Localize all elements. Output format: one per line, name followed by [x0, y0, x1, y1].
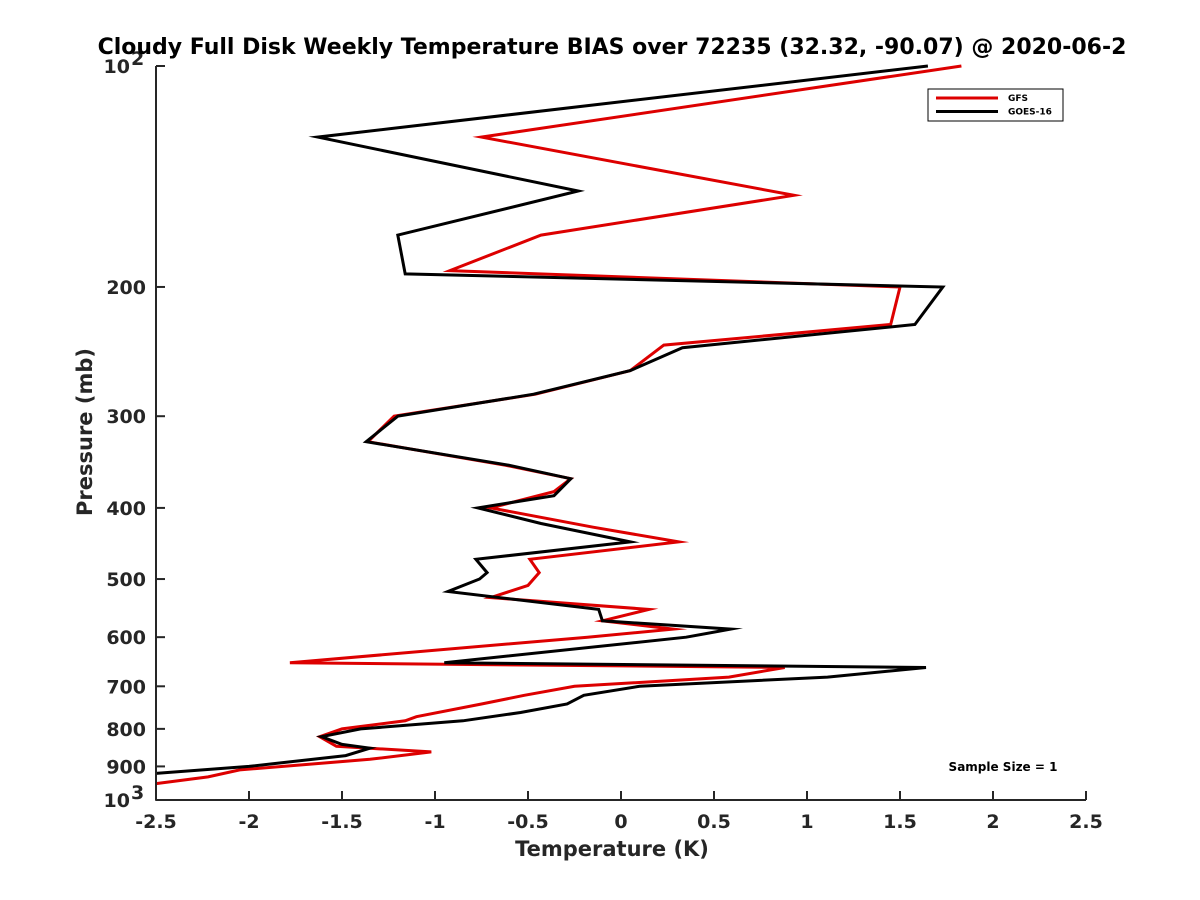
y-tick-label: 700 [106, 676, 146, 698]
sample-size-annotation: Sample Size = 1 [949, 760, 1058, 774]
legend-box [927, 88, 1064, 122]
x-axis-label: Temperature (K) [515, 837, 709, 861]
x-tick-label: 2.5 [1069, 811, 1103, 833]
x-tick-label: 2 [986, 811, 999, 833]
legend-label: GFS [1008, 94, 1028, 104]
y-tick-exponent: 3 [131, 782, 144, 804]
series-line-gfs [155, 64, 962, 786]
y-tick-label: 200 [106, 277, 146, 299]
y-tick-label: 400 [106, 498, 146, 520]
y-axis-label: Pressure (mb) [73, 348, 97, 516]
x-tick-label: 0 [614, 811, 627, 833]
y-tick-label: 500 [106, 569, 146, 591]
y-tick-label: 600 [106, 627, 146, 649]
series-layer [155, 64, 962, 786]
y-tick-label: 800 [106, 719, 146, 741]
legend-label: GOES-16 [1008, 108, 1052, 118]
x-tick-label: 1.5 [883, 811, 917, 833]
y-tick-exponent: 2 [131, 48, 144, 70]
chart-title: Cloudy Full Disk Weekly Temperature BIAS… [98, 35, 1127, 60]
y-tick-label: 900 [106, 756, 146, 778]
x-tick-label: -2.5 [135, 811, 177, 833]
y-tick-label: 10 [104, 790, 130, 812]
x-tick-label: -1.5 [321, 811, 363, 833]
plot-area [156, 66, 1086, 800]
legend: GFS GOES-16 [927, 88, 1064, 122]
ticks-layer: -2.5 -2 -1.5 -1 -0.5 0 0.5 1 1.5 2 2.510 2200300400… [104, 48, 1103, 833]
x-tick-label: 1 [800, 811, 813, 833]
x-tick-label: 0.5 [697, 811, 731, 833]
series-line-goes-16 [155, 64, 946, 775]
legend-entries: GFS GOES-16 [936, 94, 1052, 118]
x-tick-label: -0.5 [507, 811, 549, 833]
y-tick-label: 300 [106, 406, 146, 428]
x-tick-label: -2 [238, 811, 259, 833]
y-tick-label: 10 [104, 56, 130, 78]
x-tick-label: -1 [424, 811, 445, 833]
